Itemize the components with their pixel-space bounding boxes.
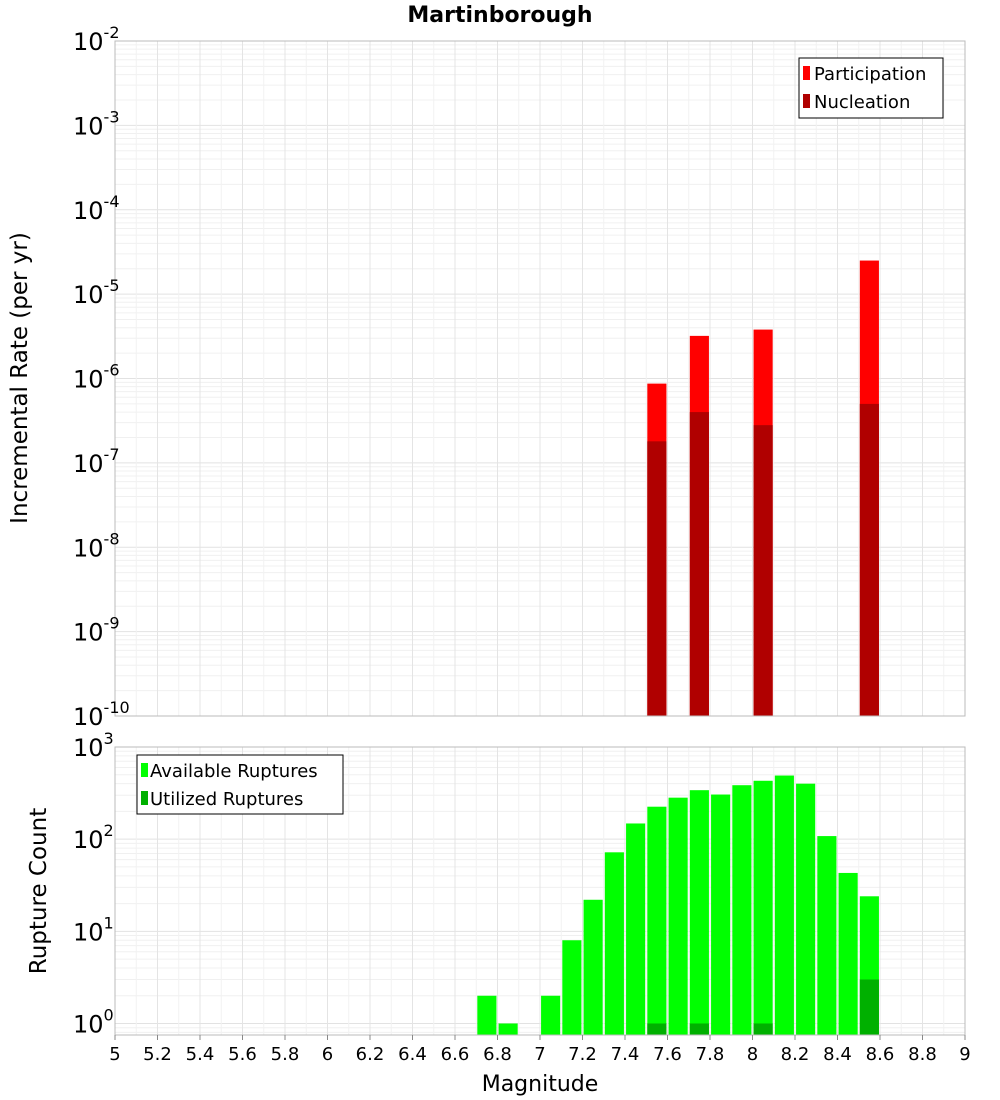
- bar-available-ruptures: [774, 775, 794, 1035]
- x-tick-label: 6.6: [441, 1044, 470, 1065]
- x-tick-label: 8.2: [781, 1044, 810, 1065]
- y-tick-label: 103: [73, 729, 114, 762]
- bottom-y-axis-label: Rupture Count: [26, 808, 52, 974]
- bar-available-ruptures: [604, 852, 624, 1035]
- x-axis-label: Magnitude: [482, 1072, 599, 1097]
- x-tick-label: 6.2: [356, 1044, 385, 1065]
- x-tick-label: 8: [747, 1044, 758, 1065]
- y-tick-label: 10-9: [73, 614, 120, 647]
- participation-plot: 10-10 10-9 10-8 10-7 10-6 10-5 10-4 10-3 10-2 In…: [7, 23, 966, 731]
- bar-available-ruptures: [838, 872, 858, 1035]
- x-tick-label: 8.4: [823, 1044, 852, 1065]
- bottom-legend-box: [136, 754, 344, 815]
- bar-nucleation: [859, 403, 879, 716]
- y-tick-label: 10-7: [73, 445, 120, 478]
- y-tick-label: 10-10: [73, 698, 130, 731]
- x-tick-label: 7.4: [611, 1044, 640, 1065]
- bar-available-ruptures: [647, 806, 667, 1035]
- x-tick-label: 8.6: [866, 1044, 895, 1065]
- bar-utilized-ruptures: [647, 1023, 667, 1035]
- x-tick-labels: 5 5.2 5.4 5.6 5.8 6 6.2 6.4 6.6 6.8 7 7.2 7.4 7.6 7.8 8…: [109, 1035, 971, 1065]
- y-tick-label: 100: [73, 1005, 114, 1038]
- bar-available-ruptures: [796, 783, 816, 1035]
- bar-available-ruptures: [583, 899, 603, 1035]
- rupture-count-plot: 100 101 102 103 5 5.2 5.4 5.6 5.8 6 6.2 6.4 6.6 6.8 7…: [26, 729, 971, 1097]
- x-tick-label: 7: [534, 1044, 545, 1065]
- bar-available-ruptures: [711, 794, 731, 1035]
- x-tick-label: 5.6: [228, 1044, 257, 1065]
- legend-label-utilized: Utilized Ruptures: [150, 789, 303, 810]
- y-tick-label: 101: [73, 913, 114, 946]
- bar-utilized-ruptures: [753, 1023, 773, 1035]
- bar-nucleation: [689, 412, 709, 716]
- x-tick-label: 5.4: [186, 1044, 215, 1065]
- legend-swatch-nucleation: [803, 94, 810, 108]
- chart-title: Martinborough: [407, 3, 592, 28]
- legend-swatch-utilized: [141, 791, 148, 805]
- y-tick-label: 10-5: [73, 276, 120, 309]
- top-plot-frame: [114, 40, 966, 717]
- bar-nucleation: [647, 441, 667, 716]
- bar-available-ruptures: [498, 1023, 518, 1035]
- top-legend-box: [798, 57, 944, 119]
- legend-label-nucleation: Nucleation: [814, 92, 910, 113]
- bar-available-ruptures: [477, 995, 497, 1035]
- x-tick-label: 6: [322, 1044, 333, 1065]
- top-legend: Participation Nucleation: [798, 57, 944, 119]
- y-tick-label: 10-8: [73, 529, 120, 562]
- bar-utilized-ruptures: [859, 979, 879, 1035]
- legend-swatch-available: [141, 763, 148, 777]
- x-tick-label: 6.8: [483, 1044, 512, 1065]
- x-tick-label: 9: [959, 1044, 970, 1065]
- bottom-grid: [114, 747, 966, 1035]
- top-grid: [114, 41, 966, 717]
- bar-available-ruptures: [562, 940, 582, 1035]
- bar-available-ruptures: [668, 797, 688, 1035]
- top-y-axis-label: Incremental Rate (per yr): [7, 232, 33, 524]
- bar-available-ruptures: [541, 995, 561, 1035]
- y-tick-label: 10-2: [73, 23, 120, 56]
- legend-label-available: Available Ruptures: [150, 761, 318, 782]
- bar-available-ruptures: [732, 785, 752, 1035]
- x-tick-label: 7.2: [568, 1044, 597, 1065]
- y-tick-label: 102: [73, 821, 114, 854]
- y-tick-label: 10-4: [73, 192, 120, 225]
- legend-swatch-participation: [803, 66, 810, 80]
- x-tick-label: 7.8: [696, 1044, 725, 1065]
- top-bars: [647, 260, 879, 716]
- bar-utilized-ruptures: [689, 1023, 709, 1035]
- bar-available-ruptures: [817, 836, 837, 1035]
- bar-available-ruptures: [626, 823, 646, 1035]
- x-tick-label: 8.8: [908, 1044, 937, 1065]
- x-tick-label: 5.8: [271, 1044, 300, 1065]
- bar-available-ruptures: [689, 790, 709, 1035]
- x-tick-label: 5.2: [143, 1044, 172, 1065]
- bar-available-ruptures: [753, 780, 773, 1035]
- bottom-y-tick-labels: 100 101 102 103: [73, 729, 114, 1038]
- x-tick-label: 6.4: [398, 1044, 427, 1065]
- y-tick-label: 10-3: [73, 107, 120, 140]
- bar-nucleation: [753, 425, 773, 716]
- y-tick-label: 10-6: [73, 361, 120, 394]
- legend-label-participation: Participation: [814, 64, 926, 85]
- x-tick-label: 5: [109, 1044, 120, 1065]
- bottom-bars: [477, 775, 879, 1035]
- bottom-legend: Available Ruptures Utilized Ruptures: [136, 754, 344, 815]
- x-tick-label: 7.6: [653, 1044, 682, 1065]
